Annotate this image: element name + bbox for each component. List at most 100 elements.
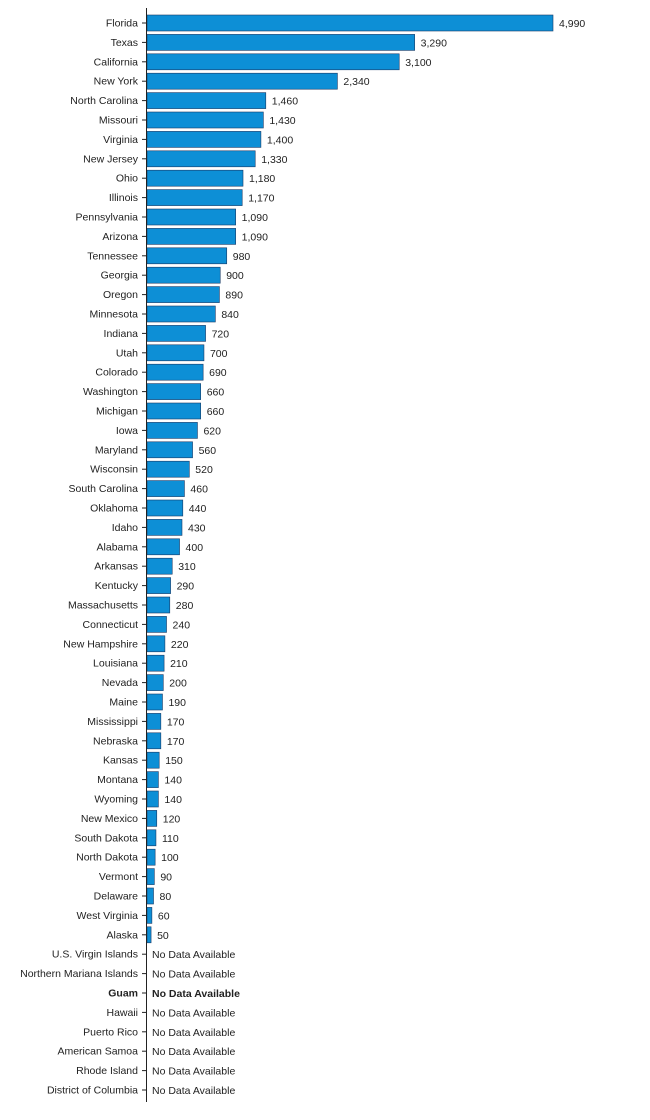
bars-group (146, 14, 554, 944)
value-label-washington: 660 (207, 387, 225, 399)
bar-new-hampshire (146, 635, 166, 653)
value-label-florida: 4,990 (559, 18, 585, 30)
category-label-nebraska: Nebraska (93, 735, 138, 747)
bar-alabama (146, 538, 180, 556)
category-label-arizona: Arizona (102, 231, 138, 243)
value-label-indiana: 720 (212, 328, 230, 340)
bar-iowa (146, 422, 198, 439)
value-label-illinois: 1,170 (248, 193, 274, 205)
value-label-mississippi: 170 (167, 716, 185, 728)
bar-utah (146, 344, 205, 362)
bar-ohio (146, 169, 244, 187)
category-label-virginia: Virginia (103, 134, 138, 146)
value-label-texas: 3,290 (421, 37, 447, 49)
category-label-new-jersey: New Jersey (83, 153, 139, 165)
bar-mississippi (146, 713, 162, 730)
value-label-south-dakota: 110 (162, 833, 179, 845)
category-label-iowa: Iowa (116, 425, 138, 437)
bar-south-dakota (146, 829, 157, 847)
bar-indiana (146, 325, 206, 342)
value-label-kentucky: 290 (177, 581, 195, 593)
value-label-ohio: 1,180 (249, 173, 275, 185)
no-data-label-district-of-columbia: No Data Available (152, 1085, 235, 1097)
category-label-north-carolina: North Carolina (70, 95, 138, 107)
value-label-west-virginia: 60 (158, 910, 170, 922)
category-label-oregon: Oregon (103, 289, 138, 301)
no-data-label-northern-mariana-islands: No Data Available (152, 969, 235, 981)
category-label-guam: Guam (108, 988, 138, 1000)
bar-colorado (146, 363, 204, 381)
category-label-pennsylvania: Pennsylvania (76, 212, 139, 224)
bar-pennsylvania (146, 208, 236, 226)
category-label-south-carolina: South Carolina (69, 483, 139, 495)
category-label-north-dakota: North Dakota (76, 852, 138, 864)
value-label-virginia: 1,400 (267, 134, 293, 146)
bar-delaware (146, 887, 154, 905)
category-label-new-hampshire: New Hampshire (63, 638, 138, 650)
category-label-alaska: Alaska (106, 929, 138, 941)
bar-florida (146, 14, 554, 32)
bar-maryland (146, 441, 193, 459)
value-label-delaware: 80 (160, 891, 172, 903)
category-label-rhode-island: Rhode Island (76, 1065, 138, 1077)
category-label-u-s-virgin-islands: U.S. Virgin Islands (52, 949, 138, 961)
bar-idaho (146, 519, 183, 536)
value-label-missouri: 1,430 (269, 115, 295, 127)
bar-north-dakota (146, 848, 156, 866)
category-label-florida: Florida (106, 18, 138, 30)
category-label-alabama: Alabama (97, 541, 139, 553)
category-label-michigan: Michigan (96, 406, 138, 418)
category-label-district-of-columbia: District of Columbia (47, 1085, 138, 1097)
category-label-indiana: Indiana (104, 328, 139, 340)
value-label-georgia: 900 (226, 270, 244, 282)
bar-arizona (146, 228, 236, 245)
value-label-massachusetts: 280 (176, 600, 194, 612)
category-label-hawaii: Hawaii (106, 1007, 138, 1019)
value-label-alaska: 50 (157, 930, 169, 942)
value-label-iowa: 620 (203, 425, 221, 437)
category-label-ohio: Ohio (116, 173, 138, 185)
category-label-wyoming: Wyoming (94, 794, 138, 806)
value-label-pennsylvania: 1,090 (242, 212, 268, 224)
category-label-missouri: Missouri (99, 115, 138, 127)
value-label-wyoming: 140 (164, 794, 182, 806)
bar-illinois (146, 189, 243, 206)
no-data-label-u-s-virgin-islands: No Data Available (152, 949, 235, 961)
value-label-arkansas: 310 (178, 561, 196, 573)
bar-new-mexico (146, 810, 158, 827)
value-label-arizona: 1,090 (242, 231, 268, 243)
bar-minnesota (146, 305, 216, 323)
bar-massachusetts (146, 596, 171, 614)
bar-texas (146, 34, 415, 51)
category-label-colorado: Colorado (95, 367, 138, 379)
category-label-new-york: New York (94, 76, 139, 88)
value-label-connecticut: 240 (173, 619, 191, 631)
value-label-maine: 190 (168, 697, 186, 709)
category-label-new-mexico: New Mexico (81, 813, 138, 825)
no-data-label-hawaii: No Data Available (152, 1007, 235, 1019)
bar-oregon (146, 286, 220, 303)
category-label-montana: Montana (97, 774, 138, 786)
category-label-illinois: Illinois (109, 192, 138, 204)
value-label-alabama: 400 (186, 542, 204, 554)
value-label-new-hampshire: 220 (171, 639, 189, 651)
category-label-maryland: Maryland (95, 444, 138, 456)
bar-nevada (146, 674, 164, 691)
value-label-idaho: 430 (188, 522, 206, 534)
category-label-idaho: Idaho (112, 522, 138, 534)
value-label-minnesota: 840 (221, 309, 239, 321)
category-label-vermont: Vermont (99, 871, 138, 883)
category-label-arkansas: Arkansas (94, 561, 138, 573)
value-label-tennessee: 980 (233, 251, 251, 263)
no-data-label-rhode-island: No Data Available (152, 1066, 235, 1078)
value-label-new-york: 2,340 (343, 76, 369, 88)
category-label-puerto-rico: Puerto Rico (83, 1026, 138, 1038)
category-label-american-samoa: American Samoa (57, 1046, 138, 1058)
bar-california (146, 53, 400, 71)
value-label-oregon: 890 (225, 290, 243, 302)
category-label-washington: Washington (83, 386, 138, 398)
value-label-new-mexico: 120 (163, 813, 181, 825)
value-label-nevada: 200 (169, 678, 187, 690)
value-label-louisiana: 210 (170, 658, 188, 670)
